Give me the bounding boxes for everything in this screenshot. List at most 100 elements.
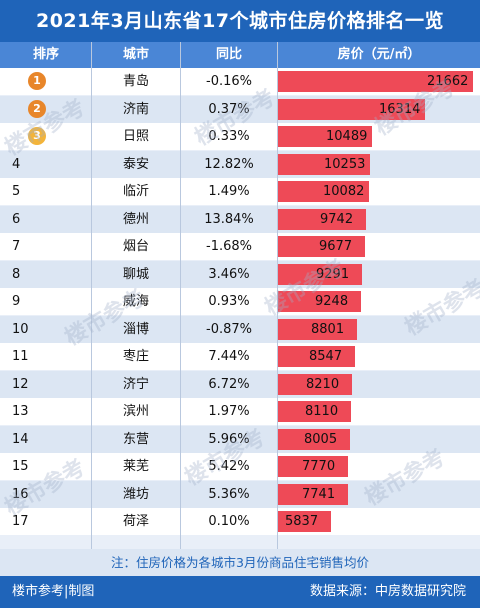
column-divider <box>180 42 181 549</box>
rank-cell: 9 <box>12 294 21 309</box>
yoy-cell: 6.72% <box>208 376 250 392</box>
header-yoy: 同比 <box>215 47 242 62</box>
rank-cell: 8 <box>12 266 21 282</box>
yoy-cell: 5.96% <box>208 431 250 447</box>
rank-cell: 5 <box>12 184 21 199</box>
yoy-cell: 12.82% <box>204 156 254 172</box>
table-row: 14 东营 5.96% 8005 <box>0 425 480 453</box>
city-cell: 聊城 <box>122 266 149 282</box>
column-divider <box>277 42 278 549</box>
price-bar <box>278 511 331 532</box>
yoy-cell: 1.97% <box>208 404 250 419</box>
table-row: 4 泰安 12.82% 10253 <box>0 150 480 178</box>
city-cell: 潍坊 <box>122 486 149 502</box>
price-bar <box>278 291 361 312</box>
price-label: 10082 <box>323 184 365 199</box>
rank-cell: 16 <box>12 486 29 502</box>
rank-cell: 2 <box>0 96 90 123</box>
rank-medal-icon: 3 <box>28 127 46 145</box>
city-cell: 烟台 <box>122 239 149 254</box>
rank-cell: 15 <box>12 459 29 474</box>
footer-credit: 楼市参考|制图 <box>12 584 95 599</box>
table-row: 6 德州 13.84% 9742 <box>0 205 480 233</box>
city-cell: 济南 <box>122 101 149 117</box>
city-cell: 莱芜 <box>122 459 149 474</box>
price-label: 10253 <box>324 156 366 172</box>
table-header: 排序 城市 同比 房价（元/㎡） <box>0 42 480 68</box>
price-label: 8005 <box>304 431 338 447</box>
city-cell: 枣庄 <box>122 349 149 364</box>
yoy-cell: 1.49% <box>208 184 250 199</box>
yoy-cell: 13.84% <box>204 211 254 227</box>
rank-cell: 1 <box>0 68 90 95</box>
header-city: 城市 <box>122 47 149 62</box>
rank-cell: 11 <box>12 349 29 364</box>
price-label: 10489 <box>326 129 368 144</box>
footnote: 注：住房价格为各城市3月份商品住宅销售均价 <box>0 549 480 576</box>
yoy-cell: 5.36% <box>208 486 250 502</box>
rank-cell: 4 <box>12 156 21 172</box>
table-row: 11 枣庄 7.44% 8547 <box>0 343 480 370</box>
price-bar <box>278 181 369 202</box>
city-cell: 威海 <box>122 294 149 309</box>
price-bar <box>278 318 357 340</box>
header-price: 房价（元/㎡） <box>337 47 421 62</box>
price-bar <box>278 483 348 505</box>
yoy-cell: 0.93% <box>208 294 250 309</box>
rank-cell: 7 <box>12 239 21 254</box>
price-label: 9291 <box>316 266 350 282</box>
rank-cell: 10 <box>12 321 29 337</box>
yoy-cell: 5.42% <box>208 459 250 474</box>
table-row: 7 烟台 -1.68% 9677 <box>0 233 480 260</box>
table-row: 17 荷泽 0.10% 5837 <box>0 508 480 535</box>
table-row: 1 青岛 -0.16% 21662 <box>0 68 480 95</box>
footer-source: 数据来源：中房数据研究院 <box>309 584 466 599</box>
table-row: 5 临沂 1.49% 10082 <box>0 178 480 205</box>
table-row: 15 莱芜 5.42% 7770 <box>0 453 480 480</box>
table-row: 8 聊城 3.46% 9291 <box>0 260 480 288</box>
yoy-cell: 0.33% <box>208 129 250 144</box>
price-label: 7741 <box>302 486 336 502</box>
rank-cell: 3 <box>0 123 90 150</box>
footer: 楼市参考|制图 数据来源：中房数据研究院 <box>0 576 480 608</box>
yoy-cell: 7.44% <box>208 349 250 364</box>
price-bar <box>278 456 348 477</box>
price-bar <box>278 98 425 120</box>
table-row: 12 济宁 6.72% 8210 <box>0 370 480 398</box>
price-label: 8110 <box>305 404 339 419</box>
city-cell: 东营 <box>122 431 149 447</box>
yoy-cell: 0.37% <box>208 101 250 117</box>
price-label: 9677 <box>319 239 353 254</box>
city-cell: 青岛 <box>122 74 149 89</box>
price-label: 21662 <box>427 74 469 89</box>
rank-cell: 12 <box>12 376 29 392</box>
table-row: 13 滨州 1.97% 8110 <box>0 398 480 425</box>
price-bar <box>278 208 366 230</box>
city-cell: 德州 <box>122 211 149 227</box>
table-row: 3 日照 0.33% 10489 <box>0 123 480 150</box>
price-bar <box>278 263 362 285</box>
price-bar <box>278 153 370 175</box>
price-bar <box>278 346 355 367</box>
price-bar <box>278 373 352 395</box>
yoy-cell: -0.16% <box>206 74 252 89</box>
rank-medal-icon: 1 <box>28 72 46 90</box>
ranking-table: 1 青岛 -0.16% 21662 2 济南 0.37% 16314 3 日照 0.33% 10489… <box>0 68 480 549</box>
header-rank: 排序 <box>32 47 59 62</box>
city-cell: 临沂 <box>122 184 149 199</box>
city-cell: 济宁 <box>122 376 149 392</box>
price-bar <box>278 236 365 257</box>
city-cell: 淄博 <box>122 321 149 337</box>
price-label: 16314 <box>379 101 421 117</box>
column-divider <box>91 42 92 549</box>
yoy-cell: -0.87% <box>206 321 252 337</box>
rank-cell: 6 <box>12 211 21 227</box>
price-bar <box>278 401 351 422</box>
page-title: 2021年3月山东省17个城市住房价格排名一览 <box>0 0 480 42</box>
price-bar <box>278 71 473 92</box>
price-label: 8801 <box>311 321 345 337</box>
rank-medal-icon: 2 <box>28 99 46 118</box>
rank-cell: 14 <box>12 431 29 447</box>
yoy-cell: -1.68% <box>206 239 252 254</box>
table-row: 9 威海 0.93% 9248 <box>0 288 480 315</box>
